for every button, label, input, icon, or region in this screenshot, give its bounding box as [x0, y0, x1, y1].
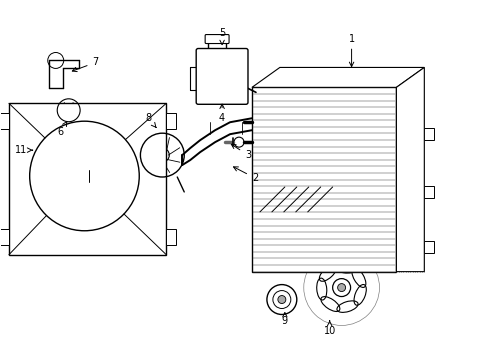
Polygon shape	[424, 186, 434, 198]
FancyBboxPatch shape	[0, 229, 9, 245]
Text: 10: 10	[323, 321, 336, 336]
Polygon shape	[424, 241, 434, 253]
Circle shape	[338, 284, 345, 292]
Text: 2: 2	[234, 167, 258, 183]
Text: 11: 11	[15, 145, 32, 155]
Text: 5: 5	[219, 28, 225, 45]
Polygon shape	[396, 67, 424, 272]
Circle shape	[159, 152, 165, 158]
Text: 8: 8	[146, 113, 156, 127]
Text: 1: 1	[348, 33, 355, 67]
Text: 9: 9	[282, 312, 288, 327]
FancyBboxPatch shape	[205, 35, 229, 44]
Text: 7: 7	[73, 58, 98, 72]
FancyBboxPatch shape	[196, 49, 248, 104]
Polygon shape	[252, 67, 424, 87]
FancyBboxPatch shape	[166, 229, 176, 245]
Polygon shape	[424, 128, 434, 140]
FancyBboxPatch shape	[0, 113, 9, 129]
FancyBboxPatch shape	[166, 113, 176, 129]
Text: 4: 4	[219, 104, 225, 123]
Circle shape	[278, 296, 286, 303]
Bar	[9, 103, 166, 255]
Text: 3: 3	[231, 144, 251, 160]
Text: 6: 6	[58, 122, 67, 137]
Bar	[252, 87, 396, 272]
